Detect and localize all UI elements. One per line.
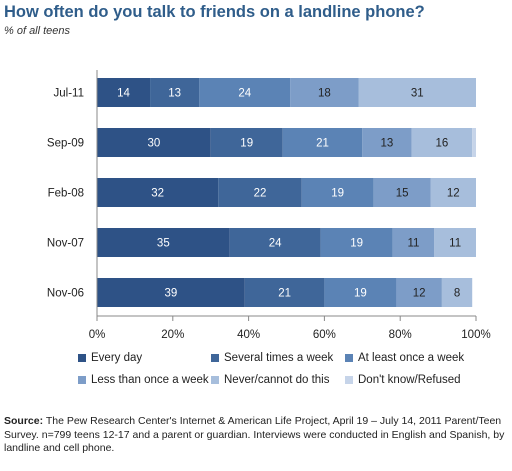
chart-subtitle: % of all teens — [4, 25, 71, 37]
bar-segment — [441, 278, 473, 307]
data-label: 21 — [278, 288, 291, 300]
source-note: Source: The Pew Research Center's Intern… — [4, 415, 509, 456]
legend-item: Every day — [78, 352, 142, 364]
data-label: 19 — [350, 238, 363, 250]
data-label: 15 — [396, 188, 409, 200]
legend-item: Less than once a week — [78, 374, 209, 386]
legend-label: Don't know/Refused — [358, 374, 461, 386]
legend-label: At least once a week — [358, 352, 465, 364]
legend-item: Don't know/Refused — [345, 374, 461, 386]
legend-label: Less than once a week — [91, 374, 209, 386]
data-label: 39 — [165, 288, 178, 300]
bar-segment — [434, 228, 476, 257]
legend-item: At least once a week — [345, 352, 464, 364]
data-label: 31 — [411, 88, 424, 100]
bar-segment — [97, 128, 211, 157]
bar-segment — [150, 78, 200, 107]
bar-segment — [97, 178, 219, 207]
data-label: 19 — [240, 138, 253, 150]
bar-segment — [210, 128, 283, 157]
category-label: Feb-08 — [48, 188, 84, 200]
data-label: 11 — [407, 238, 419, 250]
legend-item: Never/cannot do this — [211, 374, 329, 386]
data-label: 24 — [269, 238, 282, 250]
bar-segment — [290, 78, 359, 107]
legend-swatch — [345, 376, 353, 384]
data-label: 12 — [413, 288, 426, 300]
legend-swatch — [345, 354, 353, 362]
data-label: 8 — [454, 288, 460, 300]
data-label: 32 — [151, 188, 164, 200]
category-label: Sep-09 — [47, 138, 84, 150]
data-label: 18 — [318, 88, 331, 100]
legend-label: Every day — [91, 352, 143, 364]
bar-segment — [282, 128, 363, 157]
stacked-bar-chart: Jul-11 14 13 24 18 31 Sep-09 30 19 21 13 16 Feb-08 32… — [47, 70, 491, 341]
bar-segment — [396, 278, 442, 307]
legend-label: Several times a week — [224, 352, 334, 364]
data-label: 19 — [331, 188, 344, 200]
legend-swatch — [78, 354, 86, 362]
data-label: 11 — [449, 238, 461, 250]
legend-swatch — [211, 376, 219, 384]
data-label: 30 — [147, 138, 160, 150]
chart-title: How often do you talk to friends on a la… — [4, 3, 425, 21]
bar-segment — [358, 78, 476, 107]
data-label: 35 — [157, 238, 170, 250]
data-label: 19 — [354, 288, 367, 300]
x-tick-label: 80% — [389, 329, 412, 341]
legend-item: Several times a week — [211, 352, 333, 364]
bar-segment — [97, 278, 245, 307]
bar-segment — [199, 78, 291, 107]
bar-segment — [324, 278, 397, 307]
x-tick-label: 40% — [237, 329, 260, 341]
source-label: Source: — [4, 415, 44, 427]
x-tick-label: 0% — [89, 329, 106, 341]
category-label: Jul-11 — [54, 88, 84, 100]
legend-swatch — [78, 376, 86, 384]
category-label: Nov-06 — [47, 288, 84, 300]
source-text: The Pew Research Center's Internet & Ame… — [4, 415, 505, 454]
x-tick-label: 60% — [313, 329, 336, 341]
data-label: 12 — [447, 188, 460, 200]
data-label: 21 — [316, 138, 329, 150]
data-label: 13 — [168, 88, 181, 100]
bar-segment — [97, 78, 151, 107]
bar-segment — [301, 178, 374, 207]
data-label: 14 — [117, 88, 130, 100]
data-label: 13 — [381, 138, 394, 150]
bar-segment — [392, 228, 435, 257]
bar-segment — [430, 178, 476, 207]
bar-segment — [97, 228, 230, 257]
bar-segment — [411, 128, 473, 157]
bar-segment — [472, 128, 476, 157]
data-label: 16 — [435, 138, 448, 150]
data-label: 22 — [254, 188, 267, 200]
bar-segment — [373, 178, 431, 207]
bar-segment — [320, 228, 393, 257]
bar-segment — [244, 278, 325, 307]
bar-segment — [218, 178, 302, 207]
category-label: Nov-07 — [47, 238, 84, 250]
data-label: 24 — [238, 88, 251, 100]
legend-label: Never/cannot do this — [224, 374, 330, 386]
bar-segment — [362, 128, 412, 157]
x-tick-label: 20% — [161, 329, 184, 341]
bar-segment — [229, 228, 321, 257]
x-tick-label: 100% — [461, 329, 490, 341]
legend-swatch — [211, 354, 219, 362]
